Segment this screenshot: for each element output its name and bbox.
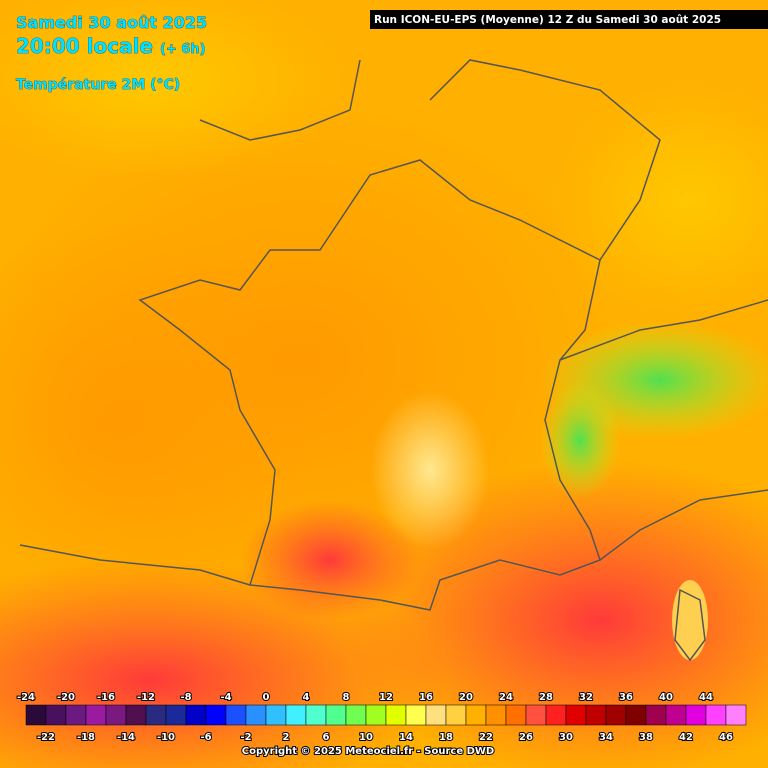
- legend-swatch: [465, 704, 487, 726]
- legend-swatch: [265, 704, 287, 726]
- legend-swatch: [545, 704, 567, 726]
- legend-label: 42: [679, 732, 693, 743]
- legend-swatch: [165, 704, 187, 726]
- run-info: Run ICON-EU-EPS (Moyenne) 12 Z du Samedi…: [374, 14, 721, 26]
- legend-swatch: [385, 704, 407, 726]
- legend-label: 4: [303, 692, 310, 703]
- legend-label: 40: [659, 692, 673, 703]
- legend-label: 14: [399, 732, 413, 743]
- legend-swatch: [665, 704, 687, 726]
- legend-label: 16: [419, 692, 433, 703]
- legend-label: 0: [263, 692, 270, 703]
- legend-label: 24: [499, 692, 513, 703]
- legend-swatch: [705, 704, 727, 726]
- legend-label: 34: [599, 732, 613, 743]
- legend-swatch: [685, 704, 707, 726]
- run-info-box: [370, 10, 768, 29]
- legend-label: -4: [220, 692, 231, 703]
- legend-swatch: [485, 704, 507, 726]
- legend-swatch: [645, 704, 667, 726]
- legend-swatch: [725, 704, 747, 726]
- legend-swatch: [25, 704, 47, 726]
- legend-swatch: [345, 704, 367, 726]
- legend-swatch: [605, 704, 627, 726]
- legend-swatch: [225, 704, 247, 726]
- legend-swatch: [145, 704, 167, 726]
- legend-swatch: [65, 704, 87, 726]
- legend-label: 30: [559, 732, 573, 743]
- legend-label: -14: [117, 732, 135, 743]
- variable: Température 2M (°C): [16, 77, 180, 93]
- borders: [19, 59, 768, 662]
- legend-label: -12: [137, 692, 155, 703]
- legend-label: 46: [719, 732, 733, 743]
- legend-swatch: [85, 704, 107, 726]
- legend-label: 20: [459, 692, 473, 703]
- legend-label: -18: [77, 732, 95, 743]
- time: 20:00 locale: [16, 34, 153, 58]
- legend-swatch: [105, 704, 127, 726]
- legend-label: 28: [539, 692, 553, 703]
- lead-time: (+ 6h): [160, 42, 206, 57]
- legend-swatch: [525, 704, 547, 726]
- legend-swatch: [245, 704, 267, 726]
- legend-swatch: [585, 704, 607, 726]
- legend-swatch: [45, 704, 67, 726]
- legend-label: -2: [240, 732, 251, 743]
- legend-label: 32: [579, 692, 593, 703]
- legend-swatch: [425, 704, 447, 726]
- legend-label: -24: [17, 692, 35, 703]
- legend-label: -20: [57, 692, 75, 703]
- legend-label: -16: [97, 692, 115, 703]
- legend-swatch: [565, 704, 587, 726]
- legend-label: 26: [519, 732, 533, 743]
- legend-label: 10: [359, 732, 373, 743]
- legend-swatch: [125, 704, 147, 726]
- legend-label: 38: [639, 732, 653, 743]
- legend-label: 8: [343, 692, 350, 703]
- legend-swatch: [285, 704, 307, 726]
- legend-swatch: [625, 704, 647, 726]
- legend: -24-22-20-18-16-14-12-10-8-6-4-202468101…: [16, 691, 747, 744]
- legend-label: 12: [379, 692, 393, 703]
- legend-swatch: [505, 704, 527, 726]
- legend-swatch: [205, 704, 227, 726]
- legend-swatch: [185, 704, 207, 726]
- legend-label: -22: [37, 732, 55, 743]
- legend-label: 6: [323, 732, 330, 743]
- legend-label: 44: [699, 692, 713, 703]
- legend-label: 22: [479, 732, 493, 743]
- legend-label: -10: [157, 732, 175, 743]
- legend-label: -8: [180, 692, 191, 703]
- copyright: Copyright © 2025 Meteociel.fr - Source D…: [242, 746, 494, 757]
- legend-label: 36: [619, 692, 633, 703]
- date: Samedi 30 août 2025: [16, 13, 207, 32]
- legend-label: 2: [283, 732, 290, 743]
- legend-label: 18: [439, 732, 453, 743]
- legend-swatch: [305, 704, 327, 726]
- legend-swatch: [445, 704, 467, 726]
- legend-swatch: [405, 704, 427, 726]
- legend-swatch: [365, 704, 387, 726]
- legend-swatch: [325, 704, 347, 726]
- legend-label: -6: [200, 732, 211, 743]
